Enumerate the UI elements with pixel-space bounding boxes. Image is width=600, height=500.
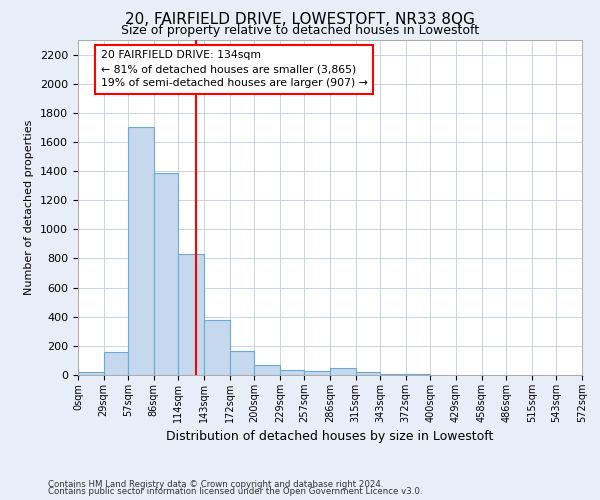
Bar (154, 172, 178, 375)
Bar (78, 372, 104, 375)
Bar (230, 351, 254, 375)
Bar (356, 372, 380, 375)
Text: 20 FAIRFIELD DRIVE: 134sqm
← 81% of detached houses are smaller (3,865)
19% of s: 20 FAIRFIELD DRIVE: 134sqm ← 81% of deta… (101, 50, 368, 88)
Bar (104, 352, 128, 375)
Text: 20, FAIRFIELD DRIVE, LOWESTOFT, NR33 8QG: 20, FAIRFIELD DRIVE, LOWESTOFT, NR33 8QG (125, 12, 475, 26)
Bar (178, 254, 204, 375)
Bar (304, 370, 330, 375)
Bar (254, 365, 280, 375)
Bar (380, 374, 406, 375)
Bar (280, 370, 304, 375)
Text: Contains HM Land Registry data © Crown copyright and database right 2024.: Contains HM Land Registry data © Crown c… (48, 480, 383, 489)
X-axis label: Distribution of detached houses by size in Lowestoft: Distribution of detached houses by size … (166, 430, 494, 444)
Y-axis label: Number of detached properties: Number of detached properties (25, 120, 34, 295)
Bar (128, 128, 154, 375)
Text: Contains public sector information licensed under the Open Government Licence v3: Contains public sector information licen… (48, 487, 422, 496)
Bar (330, 368, 356, 375)
Text: Size of property relative to detached houses in Lowestoft: Size of property relative to detached ho… (121, 24, 479, 37)
Bar (204, 320, 230, 375)
Bar (406, 374, 430, 375)
